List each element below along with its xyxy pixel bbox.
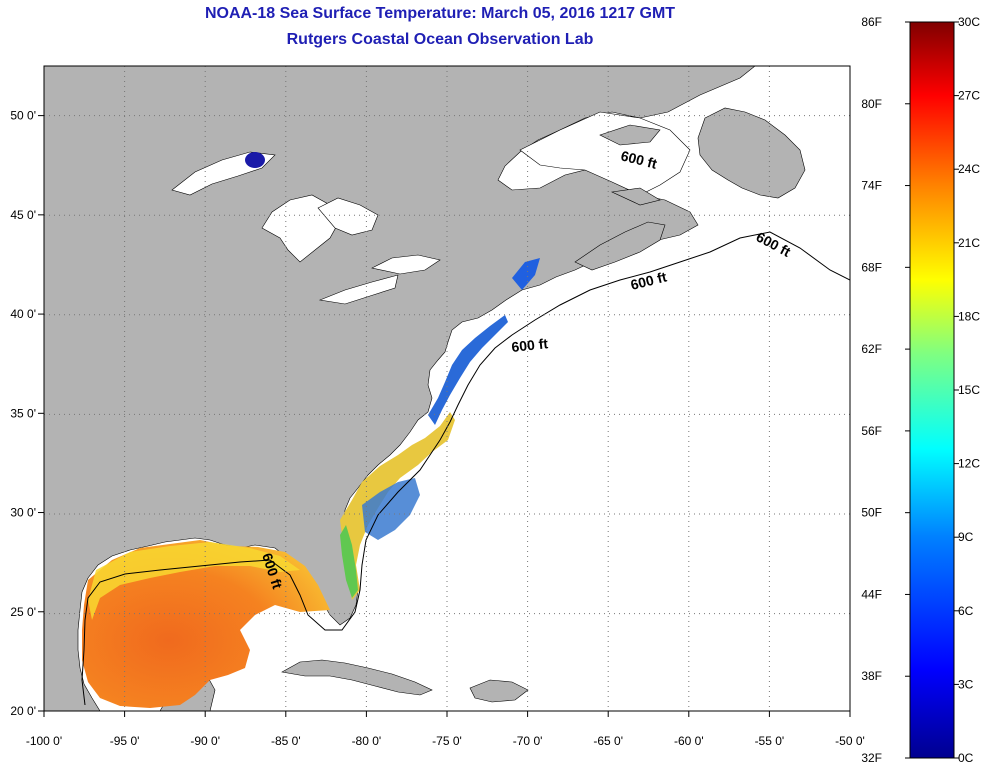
x-tick-label: -100 0' <box>26 734 62 748</box>
colorbar-c-label: 21C <box>958 236 980 250</box>
colorbar-celsius-labels: 30C 27C 24C 21C 18C 15C 12C 9C 6C 3C 0C <box>954 15 980 765</box>
y-tick-label: 35 0' <box>10 406 36 420</box>
colorbar-f-label: 44F <box>861 587 882 601</box>
sst-carolina-mixed <box>362 478 420 540</box>
nova-scotia-land <box>574 221 666 271</box>
colorbar-f-label: 62F <box>861 342 882 356</box>
colorbar-c-label: 3C <box>958 677 974 691</box>
map-title: NOAA-18 Sea Surface Temperature: March 0… <box>204 5 676 22</box>
x-tick-label: -90 0' <box>190 734 220 748</box>
x-tick-label: -50 0' <box>835 734 865 748</box>
map-subtitle: Rutgers Coastal Ocean Observation Lab <box>286 31 594 48</box>
colorbar-c-label: 6C <box>958 604 974 618</box>
colorbar-c-label: 9C <box>958 530 974 544</box>
x-tick-label: -65 0' <box>593 734 623 748</box>
sst-mid-atlantic-shelf <box>428 315 508 425</box>
colorbar-fahrenheit-labels: 86F 80F 74F 68F 62F 56F 50F 44F 38F 32F <box>861 15 910 765</box>
colorbar-c-label: 12C <box>958 457 980 471</box>
north-america-land <box>44 66 756 711</box>
sst-gulf-of-maine <box>512 258 540 290</box>
x-axis: -100 0' -95 0' -90 0' -85 0' -80 0' -75 0' -70… <box>26 711 865 748</box>
x-tick-label: -60 0' <box>674 734 704 748</box>
sst-florida-shelf <box>340 525 358 598</box>
colorbar-c-label: 0C <box>958 751 974 765</box>
y-tick-label: 30 0' <box>10 506 36 520</box>
600ft-contour-line <box>81 231 850 706</box>
colorbar-c-label: 27C <box>958 89 980 103</box>
colorbar-f-label: 32F <box>861 751 882 765</box>
x-tick-label: -55 0' <box>755 734 785 748</box>
prince-edward-island <box>599 124 661 146</box>
x-tick-label: -70 0' <box>513 734 543 748</box>
x-tick-label: -75 0' <box>432 734 462 748</box>
anticosti-island <box>610 187 661 206</box>
colorbar-c-label: 30C <box>958 15 980 29</box>
colorbar-f-label: 38F <box>861 669 882 683</box>
y-tick-label: 45 0' <box>10 208 36 222</box>
contour-label-4: 600 ft <box>511 335 549 355</box>
colorbar-c-label: 18C <box>958 309 980 323</box>
colorbar-f-label: 80F <box>861 97 882 111</box>
y-tick-label: 20 0' <box>10 704 36 718</box>
y-tick-label: 50 0' <box>10 109 36 123</box>
colorbar-f-label: 68F <box>861 260 882 274</box>
colorbar <box>909 21 955 759</box>
sst-gulf-of-mexico <box>82 540 330 708</box>
colorbar-f-label: 74F <box>861 179 882 193</box>
colorbar-c-label: 15C <box>958 383 980 397</box>
y-axis: 50 0' 45 0' 40 0' 35 0' 30 0' 25 0' 20 0' <box>10 109 44 718</box>
lake-nipigon <box>245 152 265 168</box>
x-tick-label: -95 0' <box>110 734 140 748</box>
cuba-land <box>281 659 433 696</box>
x-tick-label: -80 0' <box>352 734 382 748</box>
y-tick-label: 25 0' <box>10 605 36 619</box>
colorbar-f-label: 50F <box>861 506 882 520</box>
x-tick-label: -85 0' <box>271 734 301 748</box>
hispaniola-land <box>469 679 529 703</box>
colorbar-f-label: 56F <box>861 424 882 438</box>
colorbar-c-label: 24C <box>958 162 980 176</box>
colorbar-f-label: 86F <box>861 15 882 29</box>
y-tick-label: 40 0' <box>10 307 36 321</box>
